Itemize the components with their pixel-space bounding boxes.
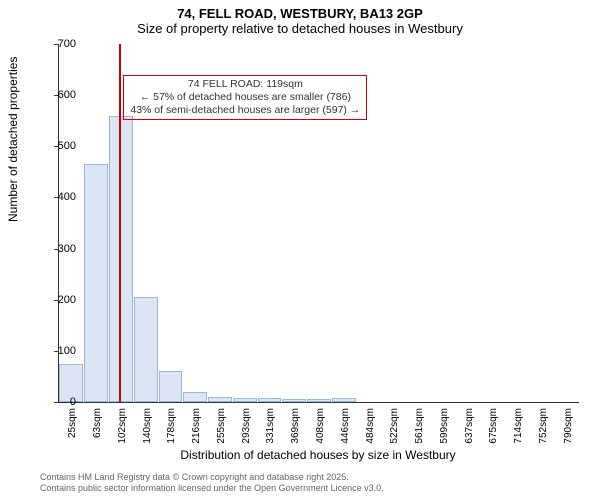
histogram-bar <box>233 398 257 402</box>
x-tick-label: 790sqm <box>563 408 574 444</box>
x-tick-label: 216sqm <box>191 408 202 444</box>
x-tick-label: 178sqm <box>166 408 177 444</box>
x-tick-label: 331sqm <box>265 408 276 444</box>
x-tick-label: 484sqm <box>365 408 376 444</box>
annotation-box: 74 FELL ROAD: 119sqm← 57% of detached ho… <box>123 75 367 120</box>
y-tick-label: 500 <box>46 140 76 152</box>
x-tick-label: 561sqm <box>414 408 425 444</box>
x-tick-label: 25sqm <box>67 408 78 438</box>
x-tick-label: 102sqm <box>117 408 128 444</box>
reference-line <box>119 44 121 402</box>
histogram-bar <box>282 399 306 402</box>
histogram-bar <box>307 399 331 402</box>
y-tick-label: 0 <box>46 396 76 408</box>
y-tick-label: 400 <box>46 191 76 203</box>
histogram-bar <box>159 371 183 402</box>
x-tick-label: 675sqm <box>488 408 499 444</box>
annotation-line: 74 FELL ROAD: 119sqm <box>130 78 360 91</box>
x-tick-label: 446sqm <box>340 408 351 444</box>
x-tick-label: 522sqm <box>389 408 400 444</box>
credit-line-1: Contains HM Land Registry data © Crown c… <box>40 472 384 483</box>
x-tick-label: 63sqm <box>92 408 103 438</box>
histogram-bar <box>84 164 108 402</box>
histogram-bar <box>134 297 158 402</box>
x-tick-label: 255sqm <box>216 408 227 444</box>
annotation-line: 43% of semi-detached houses are larger (… <box>130 104 360 117</box>
histogram-bar <box>208 397 232 402</box>
chart-title-address: 74, FELL ROAD, WESTBURY, BA13 2GP <box>0 0 600 21</box>
x-tick-label: 637sqm <box>464 408 475 444</box>
x-tick-label: 140sqm <box>142 408 153 444</box>
histogram-bar <box>183 392 207 402</box>
y-tick-label: 100 <box>46 345 76 357</box>
y-tick-label: 200 <box>46 294 76 306</box>
chart-plot-area: 74 FELL ROAD: 119sqm← 57% of detached ho… <box>58 44 579 403</box>
y-tick-label: 700 <box>46 38 76 50</box>
credits-block: Contains HM Land Registry data © Crown c… <box>40 472 384 494</box>
histogram-bar <box>332 398 356 402</box>
x-tick-label: 369sqm <box>290 408 301 444</box>
x-axis-label: Distribution of detached houses by size … <box>58 448 578 462</box>
x-tick-label: 293sqm <box>241 408 252 444</box>
histogram-bar <box>258 398 282 402</box>
annotation-line: ← 57% of detached houses are smaller (78… <box>130 91 360 104</box>
chart-title-desc: Size of property relative to detached ho… <box>0 21 600 38</box>
x-tick-label: 599sqm <box>439 408 450 444</box>
y-axis-label: Number of detached properties <box>6 57 20 222</box>
y-tick-label: 300 <box>46 243 76 255</box>
x-tick-label: 752sqm <box>538 408 549 444</box>
credit-line-2: Contains public sector information licen… <box>40 483 384 494</box>
y-tick-label: 600 <box>46 89 76 101</box>
x-tick-label: 408sqm <box>315 408 326 444</box>
x-tick-label: 714sqm <box>513 408 524 444</box>
